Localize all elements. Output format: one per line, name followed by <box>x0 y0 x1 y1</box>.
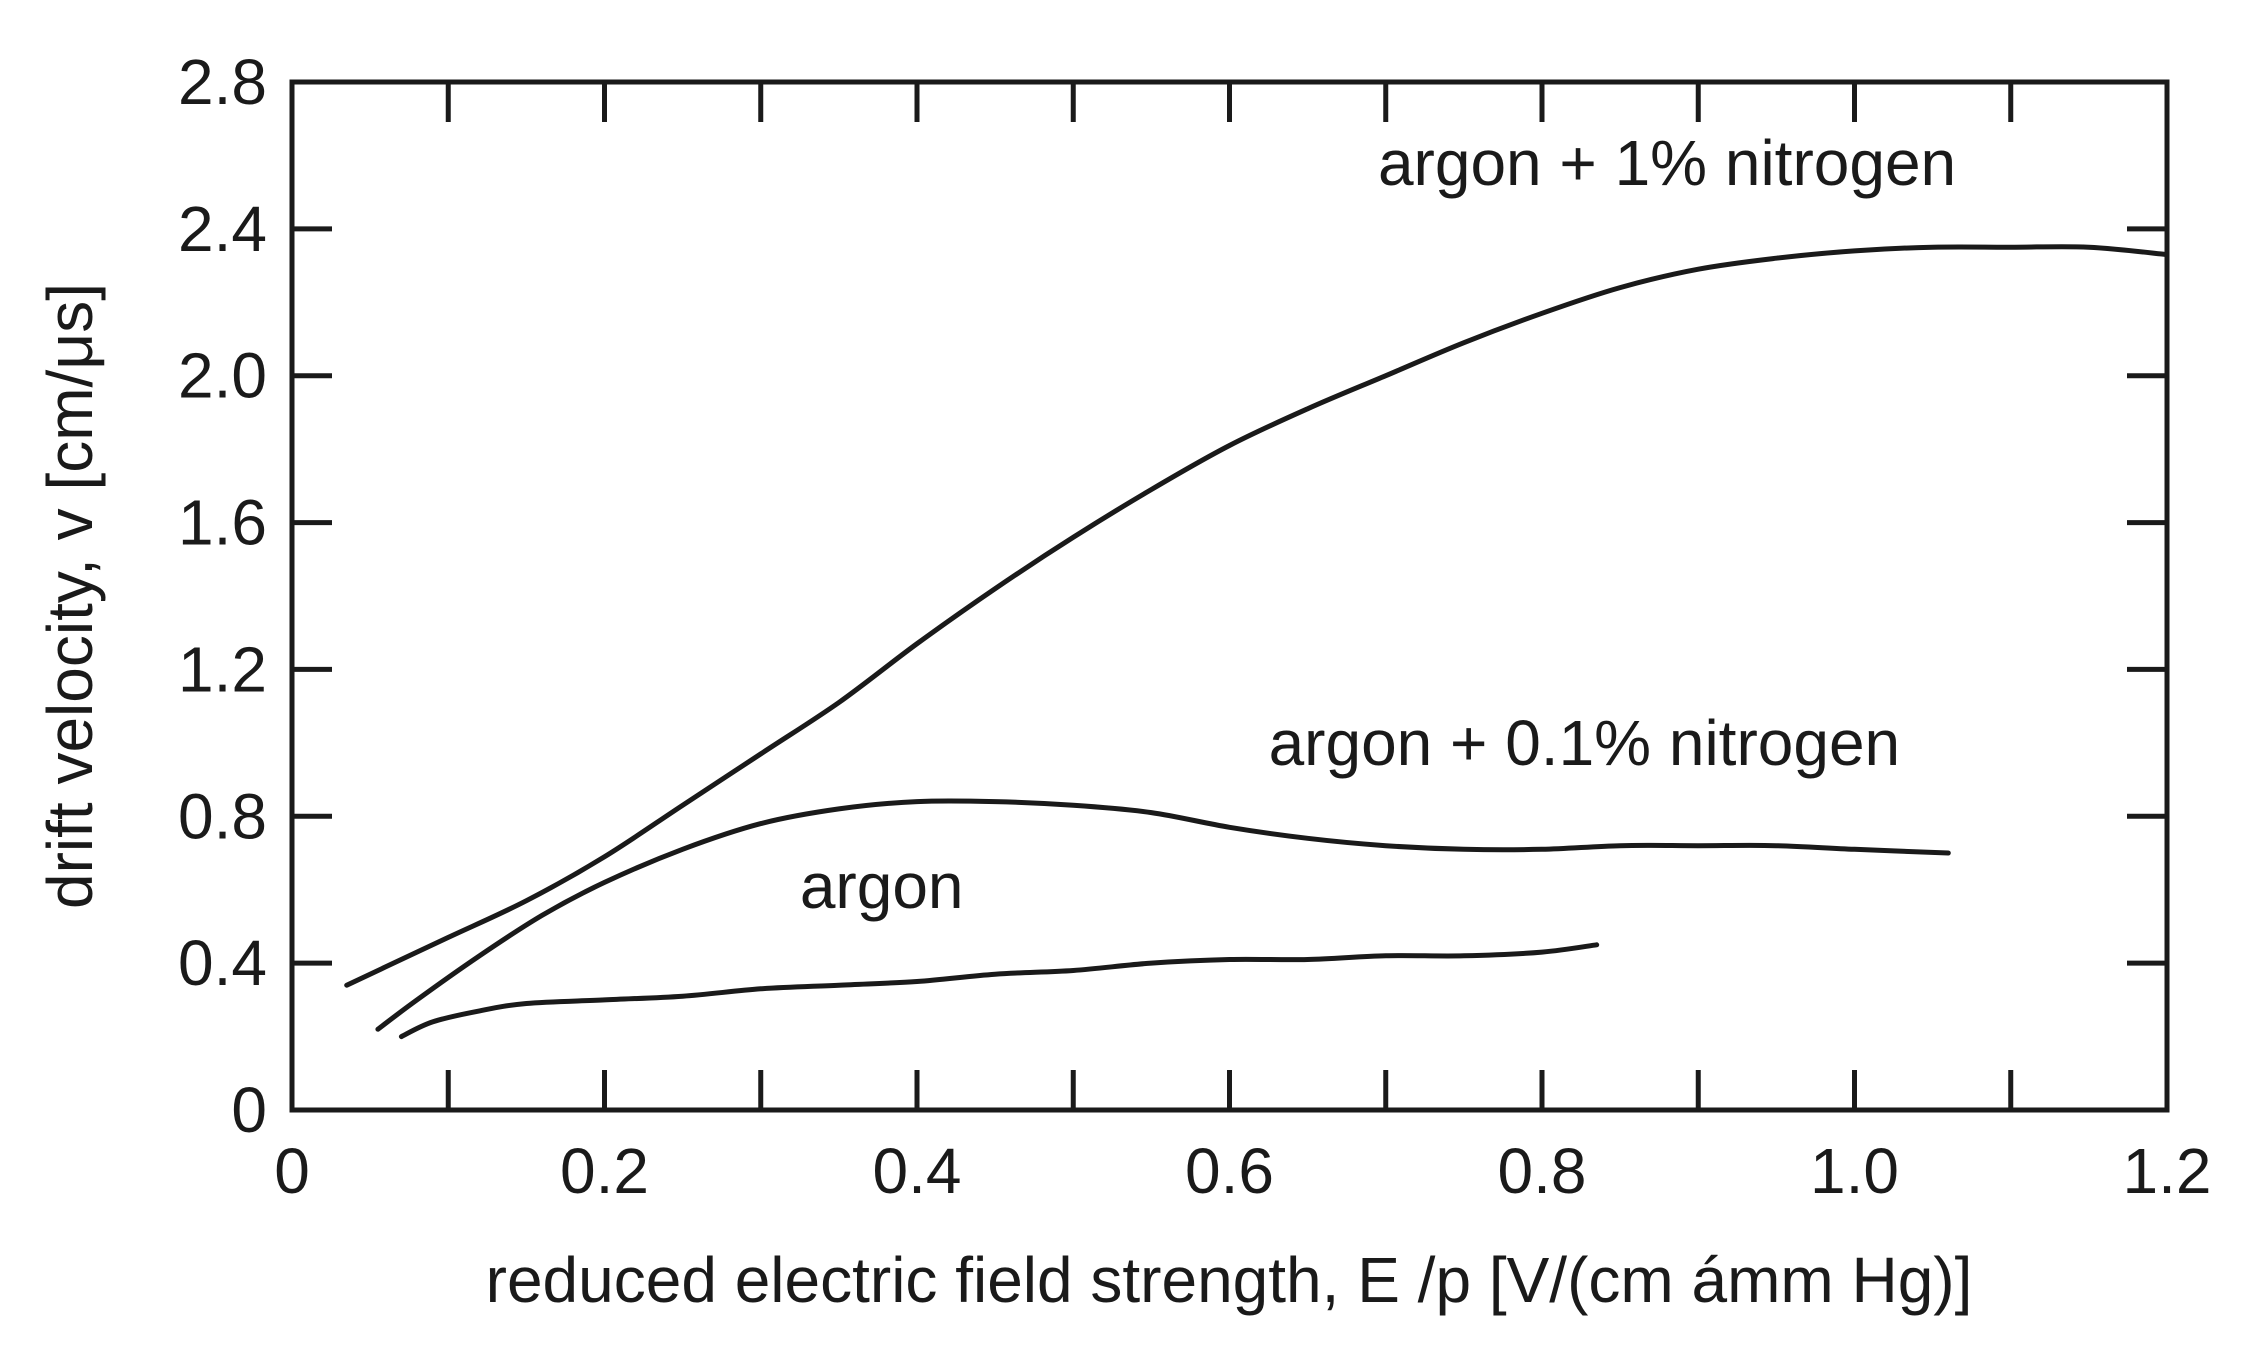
curve-annotations: argon + 1% nitrogen argon + 0.1% nitrogen… <box>800 127 1956 922</box>
x-tick-label: 0.8 <box>1498 1135 1587 1207</box>
y-tick-label: 0.8 <box>178 780 267 852</box>
x-tick-label: 0 <box>274 1135 310 1207</box>
x-tick-label: 1.2 <box>2123 1135 2212 1207</box>
y-tick-label: 0.4 <box>178 927 267 999</box>
axis-ticks <box>292 82 2167 1110</box>
y-axis-title: drift velocity, v [cm/μs] <box>34 283 106 909</box>
y-tick-label: 2.0 <box>178 340 267 412</box>
plot-frame <box>289 79 2170 1113</box>
y-tick-label: 2.8 <box>178 46 267 118</box>
curve-label-3: argon <box>800 850 964 922</box>
data-curves <box>344 244 2170 1040</box>
curve-label-2: argon + 0.1% nitrogen <box>1269 707 1901 779</box>
series-line-3 <box>398 942 1600 1040</box>
y-tick-label: 0 <box>231 1074 267 1146</box>
axis-tick-labels: 0 0.2 0.4 0.6 0.8 1.0 1.2 0 0.4 0.8 1.2 1.6 2.0 2.4 2.… <box>178 46 2211 1207</box>
x-tick-label: 0.2 <box>560 1135 649 1207</box>
x-tick-label: 1.0 <box>1810 1135 1899 1207</box>
y-tick-label: 2.4 <box>178 193 267 265</box>
x-tick-label: 0.4 <box>873 1135 962 1207</box>
y-tick-label: 1.2 <box>178 633 267 705</box>
x-axis-title: reduced electric field strength, E /p [V… <box>486 1244 1973 1316</box>
y-tick-label: 1.6 <box>178 487 267 559</box>
series-line-2 <box>375 798 1951 1032</box>
x-tick-label: 0.6 <box>1185 1135 1274 1207</box>
curve-label-1: argon + 1% nitrogen <box>1378 127 1956 199</box>
series-line-1 <box>344 244 2170 988</box>
